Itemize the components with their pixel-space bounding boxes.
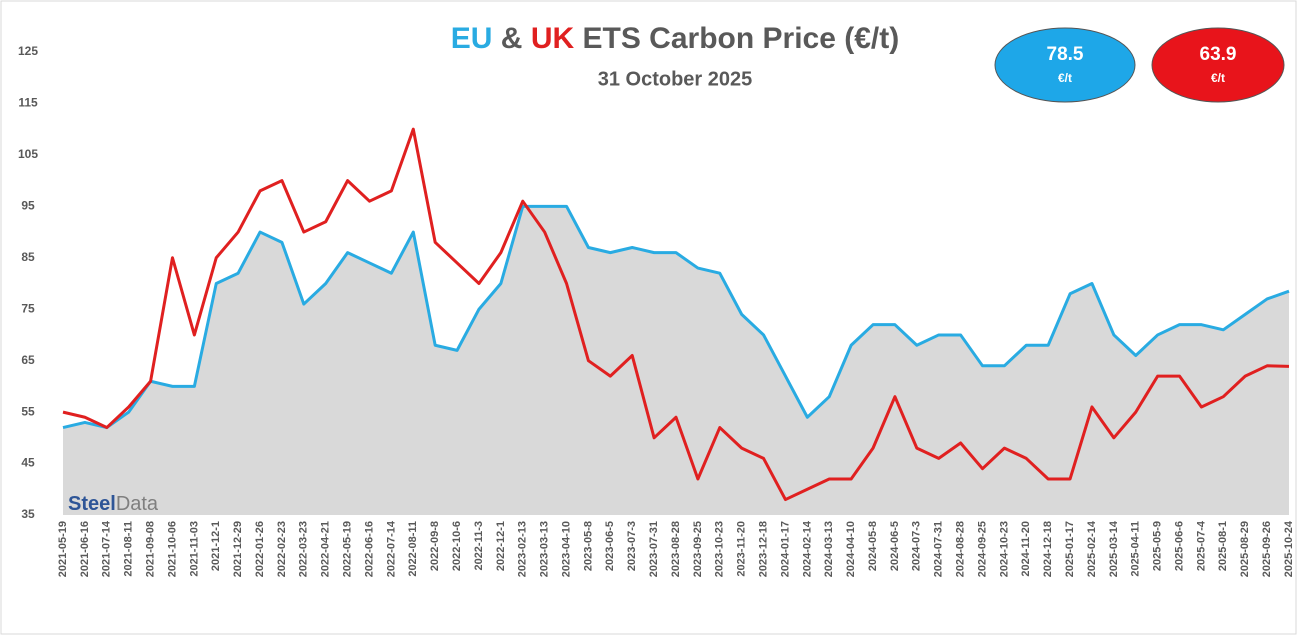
y-tick-label: 35 (21, 507, 35, 521)
x-tick-label: 2021-08-11 (123, 521, 135, 577)
x-tick-label: 2021-05-19 (57, 521, 69, 577)
x-tick-label: 2025-09-26 (1261, 521, 1273, 577)
plot (62, 127, 1290, 516)
badge-value: 63.9 (1200, 44, 1237, 65)
x-tick-label: 2021-06-16 (79, 521, 91, 577)
y-tick-label: 105 (18, 147, 38, 161)
x-tick-label: 2025-01-17 (1064, 521, 1076, 577)
x-tick-label: 2025-08-1 (1217, 521, 1229, 571)
x-tick-label: 2025-05-9 (1152, 521, 1164, 571)
y-tick-label: 125 (18, 44, 38, 58)
title-eu: EU (451, 22, 493, 55)
title-amp: & (501, 22, 523, 55)
x-tick-label: 2022-04-21 (320, 521, 332, 577)
x-tick-label: 2024-05-8 (867, 521, 879, 571)
x-tick-label: 2021-07-14 (101, 520, 113, 577)
x-tick-label: 2022-01-26 (254, 521, 266, 577)
chart-title: EU & UK ETS Carbon Price (€/t) (451, 22, 899, 55)
x-tick-label: 2025-06-6 (1173, 521, 1185, 571)
x-tick-label: 2025-10-24 (1283, 520, 1295, 577)
title-rest: ETS Carbon Price (€/t) (583, 22, 900, 55)
x-tick-label: 2023-02-13 (517, 521, 529, 577)
x-tick-label: 2023-10-23 (714, 521, 726, 577)
x-tick-label: 2023-06-5 (604, 521, 616, 571)
badge (1151, 27, 1285, 103)
x-tick-label: 2024-06-5 (889, 521, 901, 571)
x-tick-label: 2022-07-14 (385, 520, 397, 577)
x-tick-label: 2023-12-18 (757, 521, 769, 577)
logo-steel: Steel (68, 493, 116, 515)
area (63, 206, 1289, 516)
x-tick-label: 2021-12-29 (232, 521, 244, 577)
x-tick-label: 2022-09-8 (429, 521, 441, 571)
x-tick-label: 2023-05-8 (582, 521, 594, 571)
x-tick-label: 2024-10-23 (998, 521, 1010, 577)
x-tick-label: 2023-08-28 (670, 521, 682, 577)
x-tick-label: 2024-08-28 (955, 521, 967, 577)
y-tick-label: 45 (21, 456, 35, 470)
x-tick-label: 2024-01-17 (779, 521, 791, 577)
y-tick-label: 85 (21, 250, 35, 264)
x-tick-label: 2025-03-14 (1108, 520, 1120, 577)
x-tick-label: 2024-04-10 (845, 521, 857, 577)
x-tick-label: 2022-08-11 (407, 521, 419, 577)
x-tick-label: 2025-08-29 (1239, 521, 1251, 577)
x-tick-label: 2023-09-25 (692, 521, 704, 577)
logo: SteelData (68, 493, 159, 515)
x-tick-label: 2023-11-20 (736, 521, 748, 577)
x-tick-label: 2024-07-31 (933, 521, 945, 577)
subtitle: 31 October 2025 (598, 68, 753, 90)
badge-unit: €/t (1211, 71, 1225, 85)
x-tick-label: 2023-03-13 (539, 521, 551, 577)
x-tick-label: 2025-02-14 (1086, 520, 1098, 577)
x-tick-label: 2022-11-3 (473, 521, 485, 571)
x-tick-label: 2021-11-03 (188, 521, 200, 577)
x-tick-label: 2022-02-23 (276, 521, 288, 577)
y-tick-label: 65 (21, 353, 35, 367)
series-line (62, 127, 1290, 502)
x-tick-label: 2024-03-13 (823, 521, 835, 577)
y-tick-label: 75 (21, 301, 35, 315)
x-tick-label: 2024-09-25 (976, 521, 988, 577)
y-tick-label: 95 (21, 199, 35, 213)
x-tick-label: 2024-07-3 (911, 521, 923, 571)
y-tick-label: 55 (21, 404, 35, 418)
x-tick-label: 2022-03-23 (298, 521, 310, 577)
series-line (62, 204, 1290, 430)
x-tick-label: 2024-02-14 (801, 520, 813, 577)
x-tick-label: 2023-07-3 (626, 521, 638, 571)
badge-value: 78.5 (1047, 44, 1084, 65)
logo-data: Data (116, 493, 159, 515)
x-tick-label: 2023-04-10 (560, 521, 572, 577)
y-tick-label: 115 (18, 96, 38, 110)
x-tick-label: 2022-10-6 (451, 521, 463, 571)
x-tick-label: 2024-12-18 (1042, 521, 1054, 577)
x-tick-label: 2021-10-06 (166, 521, 178, 577)
x-tick-label: 2021-12-1 (210, 521, 222, 571)
title-uk: UK (531, 22, 575, 55)
x-tick-label: 2025-04-11 (1130, 521, 1142, 577)
x-tick-label: 2024-11-20 (1020, 521, 1032, 577)
x-tick-label: 2021-09-08 (144, 521, 156, 577)
x-tick-label: 2023-07-31 (648, 521, 660, 577)
x-tick-label: 2022-05-19 (342, 521, 354, 577)
x-tick-label: 2022-12-1 (495, 521, 507, 571)
x-tick-label: 2025-07-4 (1195, 520, 1207, 571)
badge (994, 27, 1136, 103)
x-tick-label: 2022-06-16 (363, 521, 375, 577)
badge-unit: €/t (1058, 71, 1072, 85)
